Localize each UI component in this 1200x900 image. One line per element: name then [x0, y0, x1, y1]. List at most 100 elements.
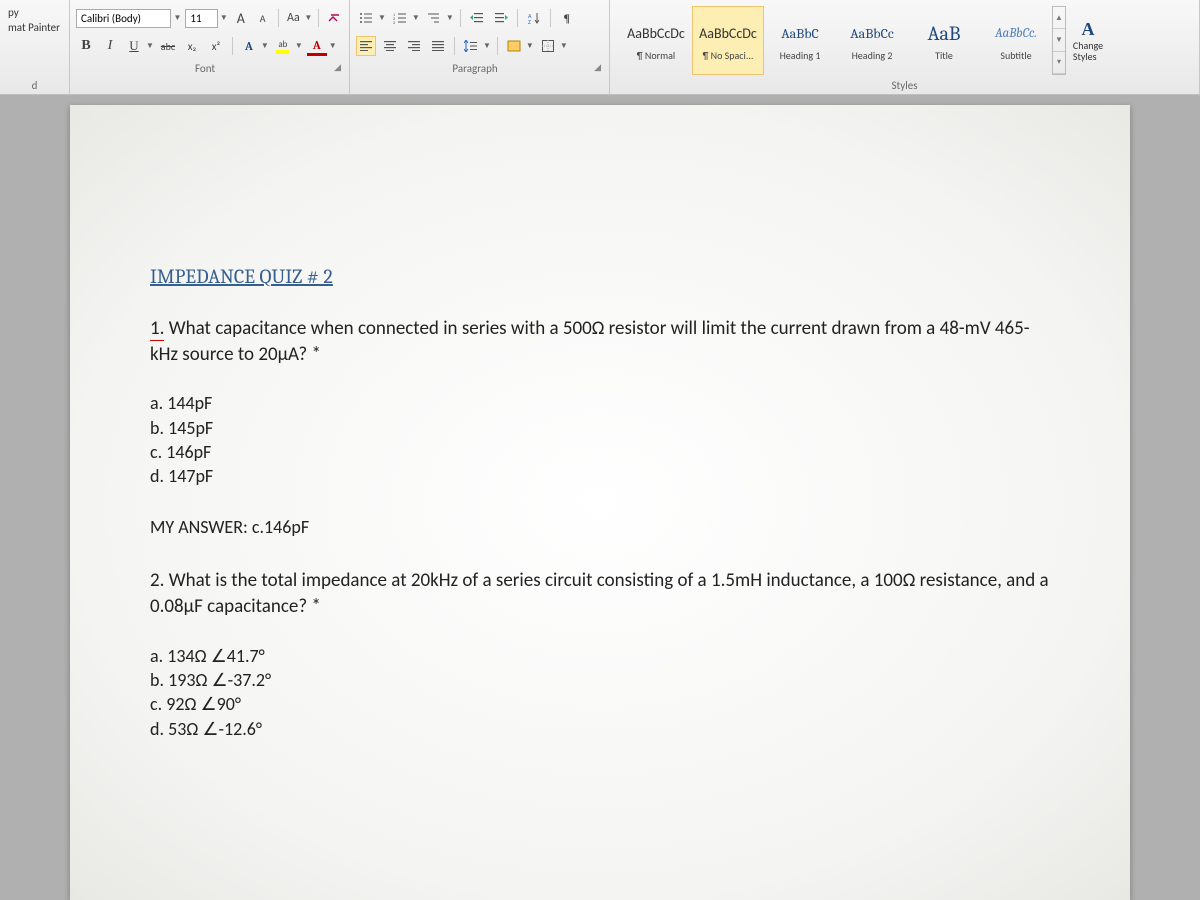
multilevel-list-button[interactable] — [424, 8, 444, 28]
show-marks-button[interactable]: ¶ — [557, 8, 577, 28]
dialog-launcher-icon[interactable]: ◢ — [334, 62, 343, 73]
chevron-down-icon[interactable]: ▼ — [483, 41, 491, 51]
superscript-button[interactable]: x² — [206, 36, 226, 56]
option-a: a. 134Ω ∠41.7° — [150, 644, 1050, 668]
font-name-select[interactable]: Calibri (Body) — [76, 9, 171, 28]
chevron-down-icon[interactable]: ▼ — [173, 13, 181, 23]
justify-button[interactable] — [428, 36, 448, 56]
style-label: ¶ Normal — [637, 49, 675, 62]
strikethrough-button[interactable]: abc — [158, 36, 178, 56]
style-tile-heading-2[interactable]: AaBbCc Heading 2 — [836, 6, 908, 75]
bold-button[interactable]: B — [76, 36, 96, 56]
increase-indent-button[interactable] — [491, 8, 511, 28]
chevron-down-icon[interactable]: ▼ — [526, 41, 534, 51]
styles-scroll[interactable]: ▲▼▾ — [1052, 6, 1066, 75]
bullets-button[interactable] — [356, 8, 376, 28]
text-effects-button[interactable]: A — [239, 36, 259, 56]
svg-text:Z: Z — [528, 18, 531, 24]
style-tile-heading-1[interactable]: AaBbC Heading 1 — [764, 6, 836, 75]
separator — [232, 37, 233, 55]
copy-button[interactable]: py — [8, 6, 61, 19]
question-1-options: a. 144pF b. 145pF c. 146pF d. 147pF — [150, 391, 1050, 488]
style-tile-subtitle[interactable]: AaBbCc. Subtitle — [980, 6, 1052, 75]
chevron-down-icon[interactable]: ▼ — [412, 13, 420, 23]
separator — [517, 9, 518, 27]
question-number: 2. — [150, 569, 164, 592]
font-size-select[interactable]: 11 — [185, 9, 218, 28]
italic-button[interactable]: I — [100, 36, 120, 56]
style-tile--no-spaci-[interactable]: AaBbCcDc ¶ No Spaci... — [692, 6, 764, 75]
shrink-font-button[interactable]: A — [254, 8, 272, 28]
chevron-down-icon[interactable]: ▼ — [560, 41, 568, 51]
separator — [550, 9, 551, 27]
document-page: IMPEDANCE QUIZ # 2 1. What capacitance w… — [70, 105, 1130, 900]
chevron-down-icon[interactable]: ▼ — [304, 13, 312, 23]
clear-formatting-button[interactable] — [325, 8, 343, 28]
my-answer-1: MY ANSWER: c.146pF — [150, 516, 1050, 538]
style-sample: AaBbC — [781, 19, 819, 47]
question-text: What is the total impedance at 20kHz of … — [150, 569, 1049, 618]
question-2: 2. What is the total impedance at 20kHz … — [150, 568, 1050, 619]
scroll-up-icon[interactable]: ▲ — [1053, 7, 1065, 29]
chevron-down-icon[interactable]: ▼ — [329, 41, 337, 51]
option-a: a. 144pF — [150, 391, 1050, 415]
chevron-down-icon[interactable]: ▼ — [378, 13, 386, 23]
style-label: ¶ No Spaci... — [703, 49, 754, 62]
style-tile-title[interactable]: AaB Title — [908, 6, 980, 75]
style-sample: AaBbCc. — [995, 19, 1037, 47]
align-center-button[interactable] — [380, 36, 400, 56]
chevron-down-icon[interactable]: ▼ — [220, 13, 228, 23]
separator — [318, 9, 319, 27]
expand-gallery-icon[interactable]: ▾ — [1053, 52, 1065, 74]
option-d: d. 53Ω ∠-12.6° — [150, 717, 1050, 741]
dialog-launcher-icon[interactable]: ◢ — [594, 62, 603, 73]
numbering-button[interactable]: 123 — [390, 8, 410, 28]
grow-font-button[interactable]: A — [232, 8, 250, 28]
question-1: 1. What capacitance when connected in se… — [150, 316, 1050, 367]
font-color-button[interactable]: A — [307, 36, 327, 56]
decrease-indent-button[interactable] — [467, 8, 487, 28]
separator — [454, 37, 455, 55]
align-left-button[interactable] — [356, 36, 376, 56]
sort-button[interactable]: AZ — [524, 8, 544, 28]
style-label: Title — [935, 49, 953, 62]
format-painter-button[interactable]: mat Painter — [8, 21, 61, 34]
separator — [278, 9, 279, 27]
question-2-options: a. 134Ω ∠41.7° b. 193Ω ∠-37.2° c. 92Ω ∠9… — [150, 644, 1050, 741]
line-spacing-button[interactable] — [461, 36, 481, 56]
shading-button[interactable] — [504, 36, 524, 56]
style-label: Heading 1 — [780, 49, 821, 62]
separator — [497, 37, 498, 55]
option-d: d. 147pF — [150, 464, 1050, 488]
chevron-down-icon[interactable]: ▼ — [261, 41, 269, 51]
scroll-down-icon[interactable]: ▼ — [1053, 29, 1065, 51]
change-styles-button[interactable]: AChangeStyles — [1066, 6, 1110, 75]
option-c: c. 92Ω ∠90° — [150, 692, 1050, 716]
paragraph-group-label: Paragraph — [356, 60, 594, 75]
style-sample: AaB — [928, 19, 961, 47]
align-right-button[interactable] — [404, 36, 424, 56]
style-sample: AaBbCcDc — [699, 19, 757, 47]
option-c: c. 146pF — [150, 440, 1050, 464]
style-label: Heading 2 — [852, 49, 893, 62]
style-sample: AaBbCc — [850, 19, 894, 47]
underline-button[interactable]: U — [124, 36, 144, 56]
clipboard-label: d — [6, 77, 63, 92]
borders-button[interactable] — [538, 36, 558, 56]
question-number: 1. — [150, 317, 164, 341]
chevron-down-icon[interactable]: ▼ — [146, 41, 154, 51]
subscript-button[interactable]: x₂ — [182, 36, 202, 56]
style-label: Subtitle — [1000, 49, 1031, 62]
option-b: b. 145pF — [150, 416, 1050, 440]
separator — [460, 9, 461, 27]
styles-group-label: Styles — [616, 77, 1193, 92]
style-tile--normal[interactable]: AaBbCcDc¶ Normal — [620, 6, 692, 75]
change-styles-icon: A — [1082, 19, 1095, 40]
option-b: b. 193Ω ∠-37.2° — [150, 668, 1050, 692]
change-case-button[interactable]: Aa — [284, 8, 302, 28]
chevron-down-icon[interactable]: ▼ — [295, 41, 303, 51]
chevron-down-icon[interactable]: ▼ — [446, 13, 454, 23]
question-text: What capacitance when connected in serie… — [150, 317, 1030, 366]
svg-text:3: 3 — [393, 21, 395, 24]
highlight-button[interactable]: ab — [273, 36, 293, 56]
